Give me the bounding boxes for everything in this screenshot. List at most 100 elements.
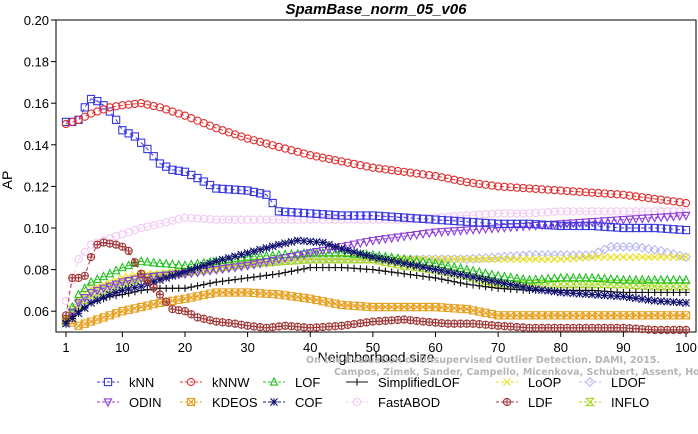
point-lof <box>92 273 102 283</box>
point-simplifiedlof <box>651 288 659 297</box>
point-lof <box>600 273 610 283</box>
point-ldf-ring <box>255 322 265 332</box>
point-knnw <box>631 192 641 201</box>
point-knn <box>362 211 371 220</box>
point-cof <box>556 288 565 297</box>
point-knnw <box>431 171 440 181</box>
point-simplifiedlof <box>300 265 308 273</box>
point-simplifiedlof <box>669 288 678 297</box>
point-fastabod <box>243 215 252 224</box>
point-knn <box>356 211 365 220</box>
point-cof <box>343 246 352 255</box>
point-loop <box>613 253 622 262</box>
point-ldf-ring <box>681 325 691 335</box>
point-fastabod <box>475 210 484 219</box>
point-knnw <box>644 193 653 203</box>
series-ldf <box>61 238 691 335</box>
x-tick-label: 80 <box>554 340 568 355</box>
point-knnw <box>118 101 127 110</box>
point-knn <box>218 184 227 194</box>
point-simplifiedlof <box>425 273 433 281</box>
point-loop <box>550 255 559 264</box>
point-loop <box>663 253 672 262</box>
point-cof <box>187 265 196 274</box>
point-knnw <box>255 137 265 147</box>
point-ldf <box>118 243 126 251</box>
point-fastabod <box>249 215 259 224</box>
legend-item-knn: kNN <box>97 375 154 390</box>
point-simplifiedlof <box>419 272 427 280</box>
point-lof <box>518 273 528 283</box>
point-simplifiedlof <box>394 269 402 277</box>
point-fastabod <box>143 222 152 231</box>
point-knn <box>387 212 396 221</box>
point-cof <box>243 248 252 257</box>
point-ldf-ring <box>205 316 215 325</box>
point-simplifiedlof <box>319 263 327 272</box>
point-knnw <box>475 179 484 189</box>
point-odin <box>67 308 77 318</box>
point-simplifiedlof <box>400 270 408 278</box>
point-simplifiedlof <box>175 284 183 292</box>
point-cof <box>462 271 471 280</box>
point-inflo <box>624 280 635 289</box>
point-cof <box>531 285 540 294</box>
point-cof <box>212 257 221 266</box>
point-ldf <box>93 241 101 249</box>
point-fastabod <box>174 215 183 224</box>
point-knn <box>137 138 146 147</box>
point-ldf <box>125 247 133 255</box>
point-knn <box>519 219 528 228</box>
point-knnw <box>249 136 259 145</box>
point-fastabod <box>675 207 684 216</box>
point-knn <box>681 225 691 235</box>
point-odin <box>255 259 265 269</box>
point-cof <box>400 259 409 268</box>
point-fastabod <box>274 215 284 224</box>
point-cof <box>80 304 89 313</box>
point-ldf-ring <box>230 319 240 328</box>
legend-marker-knnw <box>186 377 196 387</box>
point-cof <box>74 309 83 318</box>
point-fastabod <box>324 215 334 224</box>
point-cof <box>274 240 283 249</box>
point-knnw <box>638 193 647 202</box>
point-fastabod <box>669 207 678 216</box>
point-ldf-ring <box>274 322 284 331</box>
point-cof <box>218 255 227 264</box>
point-knnw <box>349 159 359 169</box>
point-knn <box>663 224 672 233</box>
point-simplifiedlof <box>494 284 502 292</box>
point-lof <box>149 257 159 267</box>
point-odin <box>468 226 478 235</box>
point-knn <box>569 221 578 231</box>
point-odin <box>524 222 534 232</box>
point-kdeos <box>681 311 691 320</box>
point-knnw <box>456 176 465 186</box>
point-ldf-ring <box>118 242 127 251</box>
point-ldf <box>81 272 89 280</box>
point-knn <box>224 185 233 194</box>
point-ldf-ring <box>193 313 202 322</box>
point-knnw <box>281 144 290 153</box>
point-lof <box>549 273 559 282</box>
point-odin <box>99 284 109 294</box>
point-knnw <box>337 157 346 166</box>
point-loop <box>619 253 628 262</box>
point-ldf-ring <box>243 321 252 330</box>
point-cof <box>563 288 571 297</box>
point-lof <box>293 248 303 258</box>
point-simplifiedlof <box>381 267 389 275</box>
point-inflo <box>480 276 491 285</box>
x-tick-label: 70 <box>491 340 505 355</box>
point-knn <box>443 216 453 225</box>
point-cof <box>237 250 246 259</box>
point-knnw <box>268 141 277 150</box>
legend-marker-knn <box>103 377 113 387</box>
point-knn <box>418 214 428 223</box>
point-knnw <box>312 152 321 161</box>
point-knnw <box>606 189 615 199</box>
point-lof <box>167 259 177 269</box>
point-odin <box>637 214 647 224</box>
point-inflo <box>562 280 572 289</box>
